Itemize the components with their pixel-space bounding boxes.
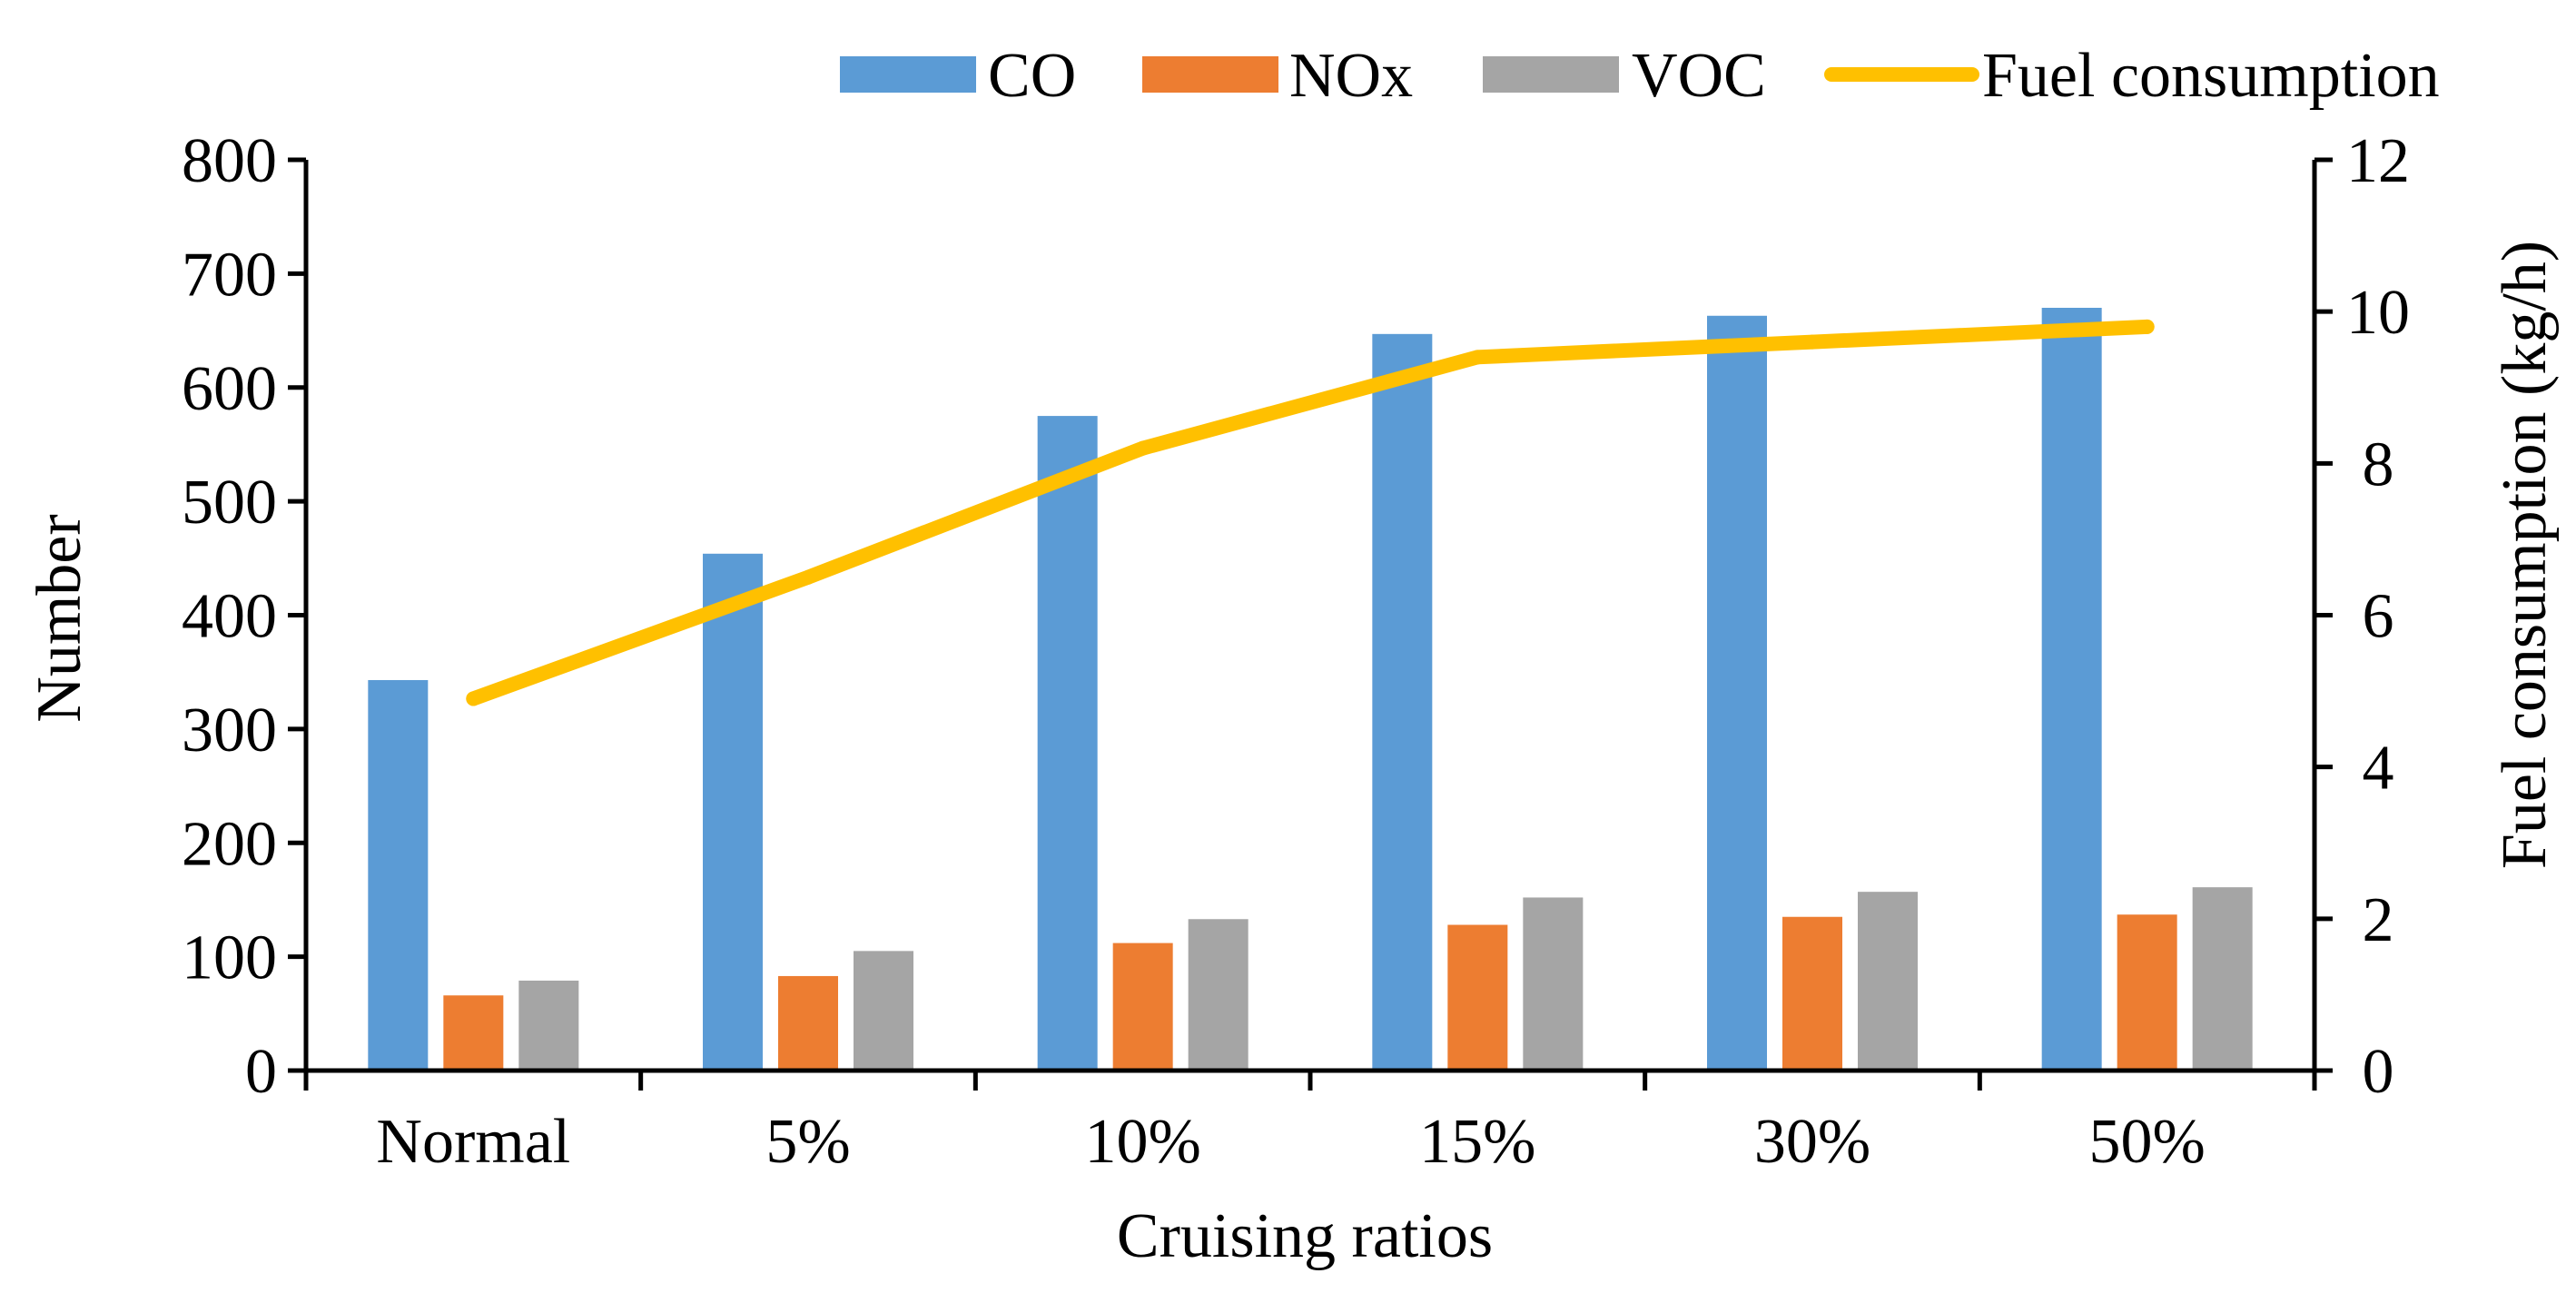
y2-tick-label: 10	[2346, 278, 2410, 348]
y2-tick-label: 4	[2363, 734, 2394, 804]
x-tick-label-5pct: 5%	[765, 1107, 850, 1177]
x-tick-label-15pct: 15%	[1419, 1107, 1535, 1177]
bar-voc-normal	[518, 980, 579, 1071]
y-tick-label: 700	[182, 240, 277, 310]
bar-voc-5pct	[854, 951, 913, 1071]
y-tick-label: 800	[182, 126, 277, 196]
y2-tick-label: 2	[2363, 885, 2394, 955]
y-tick-label: 100	[182, 923, 277, 993]
point-fuel-consumption-15pct	[1470, 350, 1485, 365]
legend-label-co: CO	[988, 41, 1076, 111]
bar-voc-10pct	[1188, 919, 1249, 1071]
x-tick-label-normal: Normal	[376, 1107, 570, 1177]
bar-marks	[368, 307, 2253, 1071]
bar-co-10pct	[1037, 416, 1098, 1071]
bar-nox-50pct	[2117, 914, 2177, 1071]
x-tick-label-50pct: 50%	[2089, 1107, 2206, 1177]
point-fuel-consumption-30pct	[1805, 334, 1820, 350]
x-axis-title: Cruising ratios	[1117, 1201, 1493, 1271]
point-fuel-consumption-5pct	[801, 569, 815, 585]
legend-swatch-nox	[1142, 56, 1278, 93]
bar-co-30pct	[1707, 315, 1767, 1071]
y2-axis-title: Fuel consumption (kg/h)	[2490, 241, 2560, 869]
y2-tick-label: 0	[2363, 1037, 2394, 1107]
bar-co-5pct	[703, 553, 763, 1071]
bar-voc-50pct	[2192, 887, 2253, 1071]
legend: CO NOx VOC Fuel consumption	[840, 41, 2440, 111]
legend-label-fuel-consumption: Fuel consumption	[1982, 41, 2440, 111]
point-fuel-consumption-normal	[466, 691, 481, 706]
y-tick-label: 200	[182, 809, 277, 879]
bar-voc-15pct	[1523, 897, 1584, 1071]
bar-nox-normal	[443, 995, 504, 1071]
bar-nox-5pct	[778, 975, 838, 1071]
y-tick-label: 300	[182, 696, 277, 765]
legend-swatch-co	[840, 56, 976, 93]
y2-tick-label: 12	[2346, 126, 2410, 196]
bar-nox-10pct	[1112, 943, 1173, 1071]
legend-label-voc: VOC	[1632, 41, 1766, 111]
line-fuel-consumption	[466, 319, 2155, 706]
legend-swatch-voc	[1483, 56, 1619, 93]
y-tick-label: 400	[182, 582, 277, 652]
bar-co-50pct	[2041, 307, 2102, 1071]
point-fuel-consumption-50pct	[2139, 319, 2155, 334]
y-tick-label: 500	[182, 468, 277, 538]
bar-co-15pct	[1372, 333, 1433, 1071]
y-tick-label: 600	[182, 354, 277, 424]
axes: 0 100 200 300 400 500 600 700 800 0 2 4 6 8 10 12 Normal…	[182, 126, 2410, 1177]
y-tick-label: 0	[245, 1037, 277, 1107]
x-tick-label-10pct: 10%	[1085, 1107, 1201, 1177]
bar-nox-30pct	[1782, 916, 1842, 1071]
bar-nox-15pct	[1447, 924, 1508, 1071]
legend-label-nox: NOx	[1289, 41, 1413, 111]
y2-tick-label: 8	[2363, 429, 2394, 499]
point-fuel-consumption-10pct	[1135, 440, 1150, 456]
bar-voc-30pct	[1858, 892, 1918, 1071]
y-axis-title: Number	[25, 514, 94, 722]
x-tick-label-30pct: 30%	[1754, 1107, 1870, 1177]
y2-tick-label: 6	[2363, 582, 2394, 652]
line-marks	[466, 319, 2155, 706]
bar-co-normal	[368, 679, 429, 1071]
